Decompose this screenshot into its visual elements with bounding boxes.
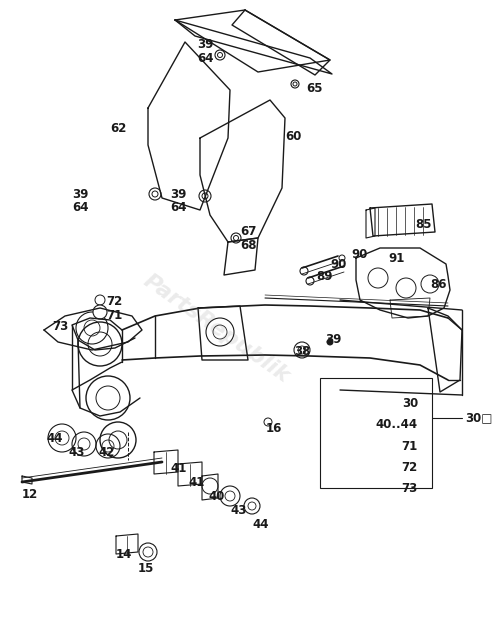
Text: 14: 14 [116, 548, 132, 561]
Text: 60: 60 [285, 130, 302, 143]
Text: 41: 41 [170, 462, 186, 475]
Text: 68: 68 [240, 239, 256, 252]
Text: 44: 44 [252, 518, 269, 531]
Text: 64: 64 [197, 52, 214, 65]
Bar [320, 378, 432, 488]
Text: 12: 12 [22, 488, 38, 501]
Text: 65: 65 [306, 82, 322, 95]
Text: 89: 89 [316, 270, 333, 283]
Text: 42: 42 [98, 446, 114, 459]
Text: 41: 41 [188, 476, 204, 489]
Text: 30□: 30□ [465, 412, 492, 425]
Text: 73: 73 [402, 482, 418, 495]
Text: 90: 90 [330, 258, 346, 271]
Text: 71: 71 [106, 309, 122, 322]
Text: 40: 40 [208, 490, 224, 503]
Text: 64: 64 [170, 201, 186, 214]
Text: 44: 44 [46, 432, 62, 445]
Text: 86: 86 [430, 278, 447, 291]
Text: 30: 30 [402, 397, 418, 410]
Text: 62: 62 [110, 122, 126, 135]
Text: PartsRepublik: PartsRepublik [140, 270, 293, 386]
Circle shape [93, 305, 107, 319]
Circle shape [264, 418, 272, 426]
Text: 85: 85 [415, 218, 431, 231]
Text: 39: 39 [197, 38, 214, 51]
Circle shape [306, 277, 314, 285]
Text: 16: 16 [266, 422, 282, 435]
Text: 43: 43 [68, 446, 84, 459]
Circle shape [327, 339, 333, 345]
Text: 43: 43 [230, 504, 246, 517]
Text: 91: 91 [388, 252, 404, 265]
Text: 90: 90 [351, 248, 368, 261]
Text: 15: 15 [138, 562, 154, 575]
Text: 73: 73 [52, 320, 68, 333]
Text: 38: 38 [294, 345, 310, 358]
Text: 72: 72 [402, 461, 418, 474]
Text: 39: 39 [72, 188, 89, 201]
Circle shape [300, 267, 308, 275]
Text: 40..44: 40..44 [376, 418, 418, 431]
Text: 39: 39 [325, 333, 341, 346]
Text: 72: 72 [106, 295, 122, 308]
Text: 71: 71 [402, 440, 418, 453]
Text: 67: 67 [240, 225, 256, 238]
Text: 39: 39 [170, 188, 186, 201]
Text: 64: 64 [72, 201, 89, 214]
